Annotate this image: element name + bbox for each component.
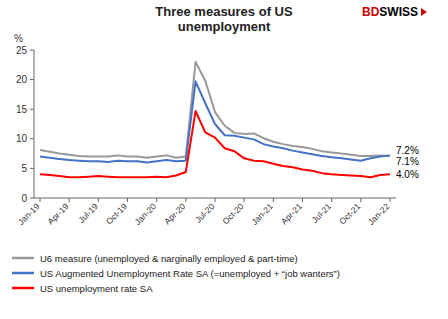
- series-line: [40, 62, 390, 158]
- y-tick: [30, 138, 34, 139]
- x-tick-label: Jul-19: [76, 201, 100, 225]
- y-axis-label: %: [14, 33, 23, 44]
- end-label: 7.2%: [396, 145, 419, 156]
- x-tick: [98, 198, 99, 202]
- y-tick-label: 15: [16, 104, 28, 115]
- legend-label: US Augmented Unemployment Rate SA (=unem…: [40, 268, 340, 279]
- x-tick-label: Oct-19: [104, 201, 129, 226]
- x-tick-label: Jan-19: [16, 201, 42, 227]
- x-tick: [273, 198, 274, 202]
- x-tick: [185, 198, 186, 202]
- x-tick: [127, 198, 128, 202]
- series-line: [40, 81, 390, 162]
- plot-area: [40, 62, 390, 177]
- x-tick: [360, 198, 361, 202]
- x-tick: [215, 198, 216, 202]
- background: [0, 0, 448, 319]
- logo-arrow: [421, 8, 427, 16]
- title: Three measures of USunemployment: [155, 4, 293, 34]
- x-tick-label: Jan-21: [249, 201, 275, 227]
- y-tick: [30, 109, 34, 110]
- y-tick: [30, 168, 34, 169]
- y-axis: [34, 50, 35, 198]
- y-tick-label: 0: [21, 193, 27, 204]
- y-tick-label: 25: [16, 45, 28, 56]
- y-tick-label: 5: [21, 163, 27, 174]
- y-tick: [30, 198, 34, 199]
- chart: Three measures of USunemployment BDSWISS%…: [0, 0, 448, 319]
- x-tick-label: Apr-19: [45, 201, 70, 226]
- legend-swatch: [12, 272, 34, 275]
- x-tick-label: Jul-21: [310, 201, 334, 225]
- x-tick: [40, 198, 41, 202]
- x-tick: [390, 198, 391, 202]
- x-tick-label: Apr-20: [162, 201, 187, 226]
- title-line: unemployment: [178, 19, 271, 34]
- x-tick-label: Jan-22: [366, 201, 392, 227]
- x-tick: [156, 198, 157, 202]
- x-tick-label: Apr-21: [279, 201, 304, 226]
- x-tick-label: Jan-20: [133, 201, 159, 227]
- logo-part: SWISS: [379, 5, 418, 19]
- x-tick: [69, 198, 70, 202]
- x-tick-label: Oct-20: [220, 201, 245, 226]
- title-line: Three measures of US: [155, 4, 293, 19]
- x-tick: [302, 198, 303, 202]
- legend-swatch: [12, 257, 34, 260]
- legend-label: U6 measure (unemployed & narginally empl…: [40, 253, 298, 264]
- logo-part: BD: [362, 5, 380, 19]
- x-tick: [331, 198, 332, 202]
- logo: BDSWISS: [362, 5, 418, 19]
- x-tick-label: Jul-20: [193, 201, 217, 225]
- y-tick-label: 20: [16, 74, 28, 85]
- y-tick: [30, 50, 34, 51]
- legend-label: US unemployment rate SA: [40, 283, 153, 294]
- x-tick: [244, 198, 245, 202]
- legend-swatch: [12, 287, 34, 290]
- x-tick-label: Oct-21: [337, 201, 362, 226]
- y-tick: [30, 79, 34, 80]
- end-label: 4.0%: [396, 169, 419, 180]
- series-line: [40, 111, 390, 177]
- y-tick-label: 10: [16, 133, 28, 144]
- end-label: 7.1%: [396, 156, 419, 167]
